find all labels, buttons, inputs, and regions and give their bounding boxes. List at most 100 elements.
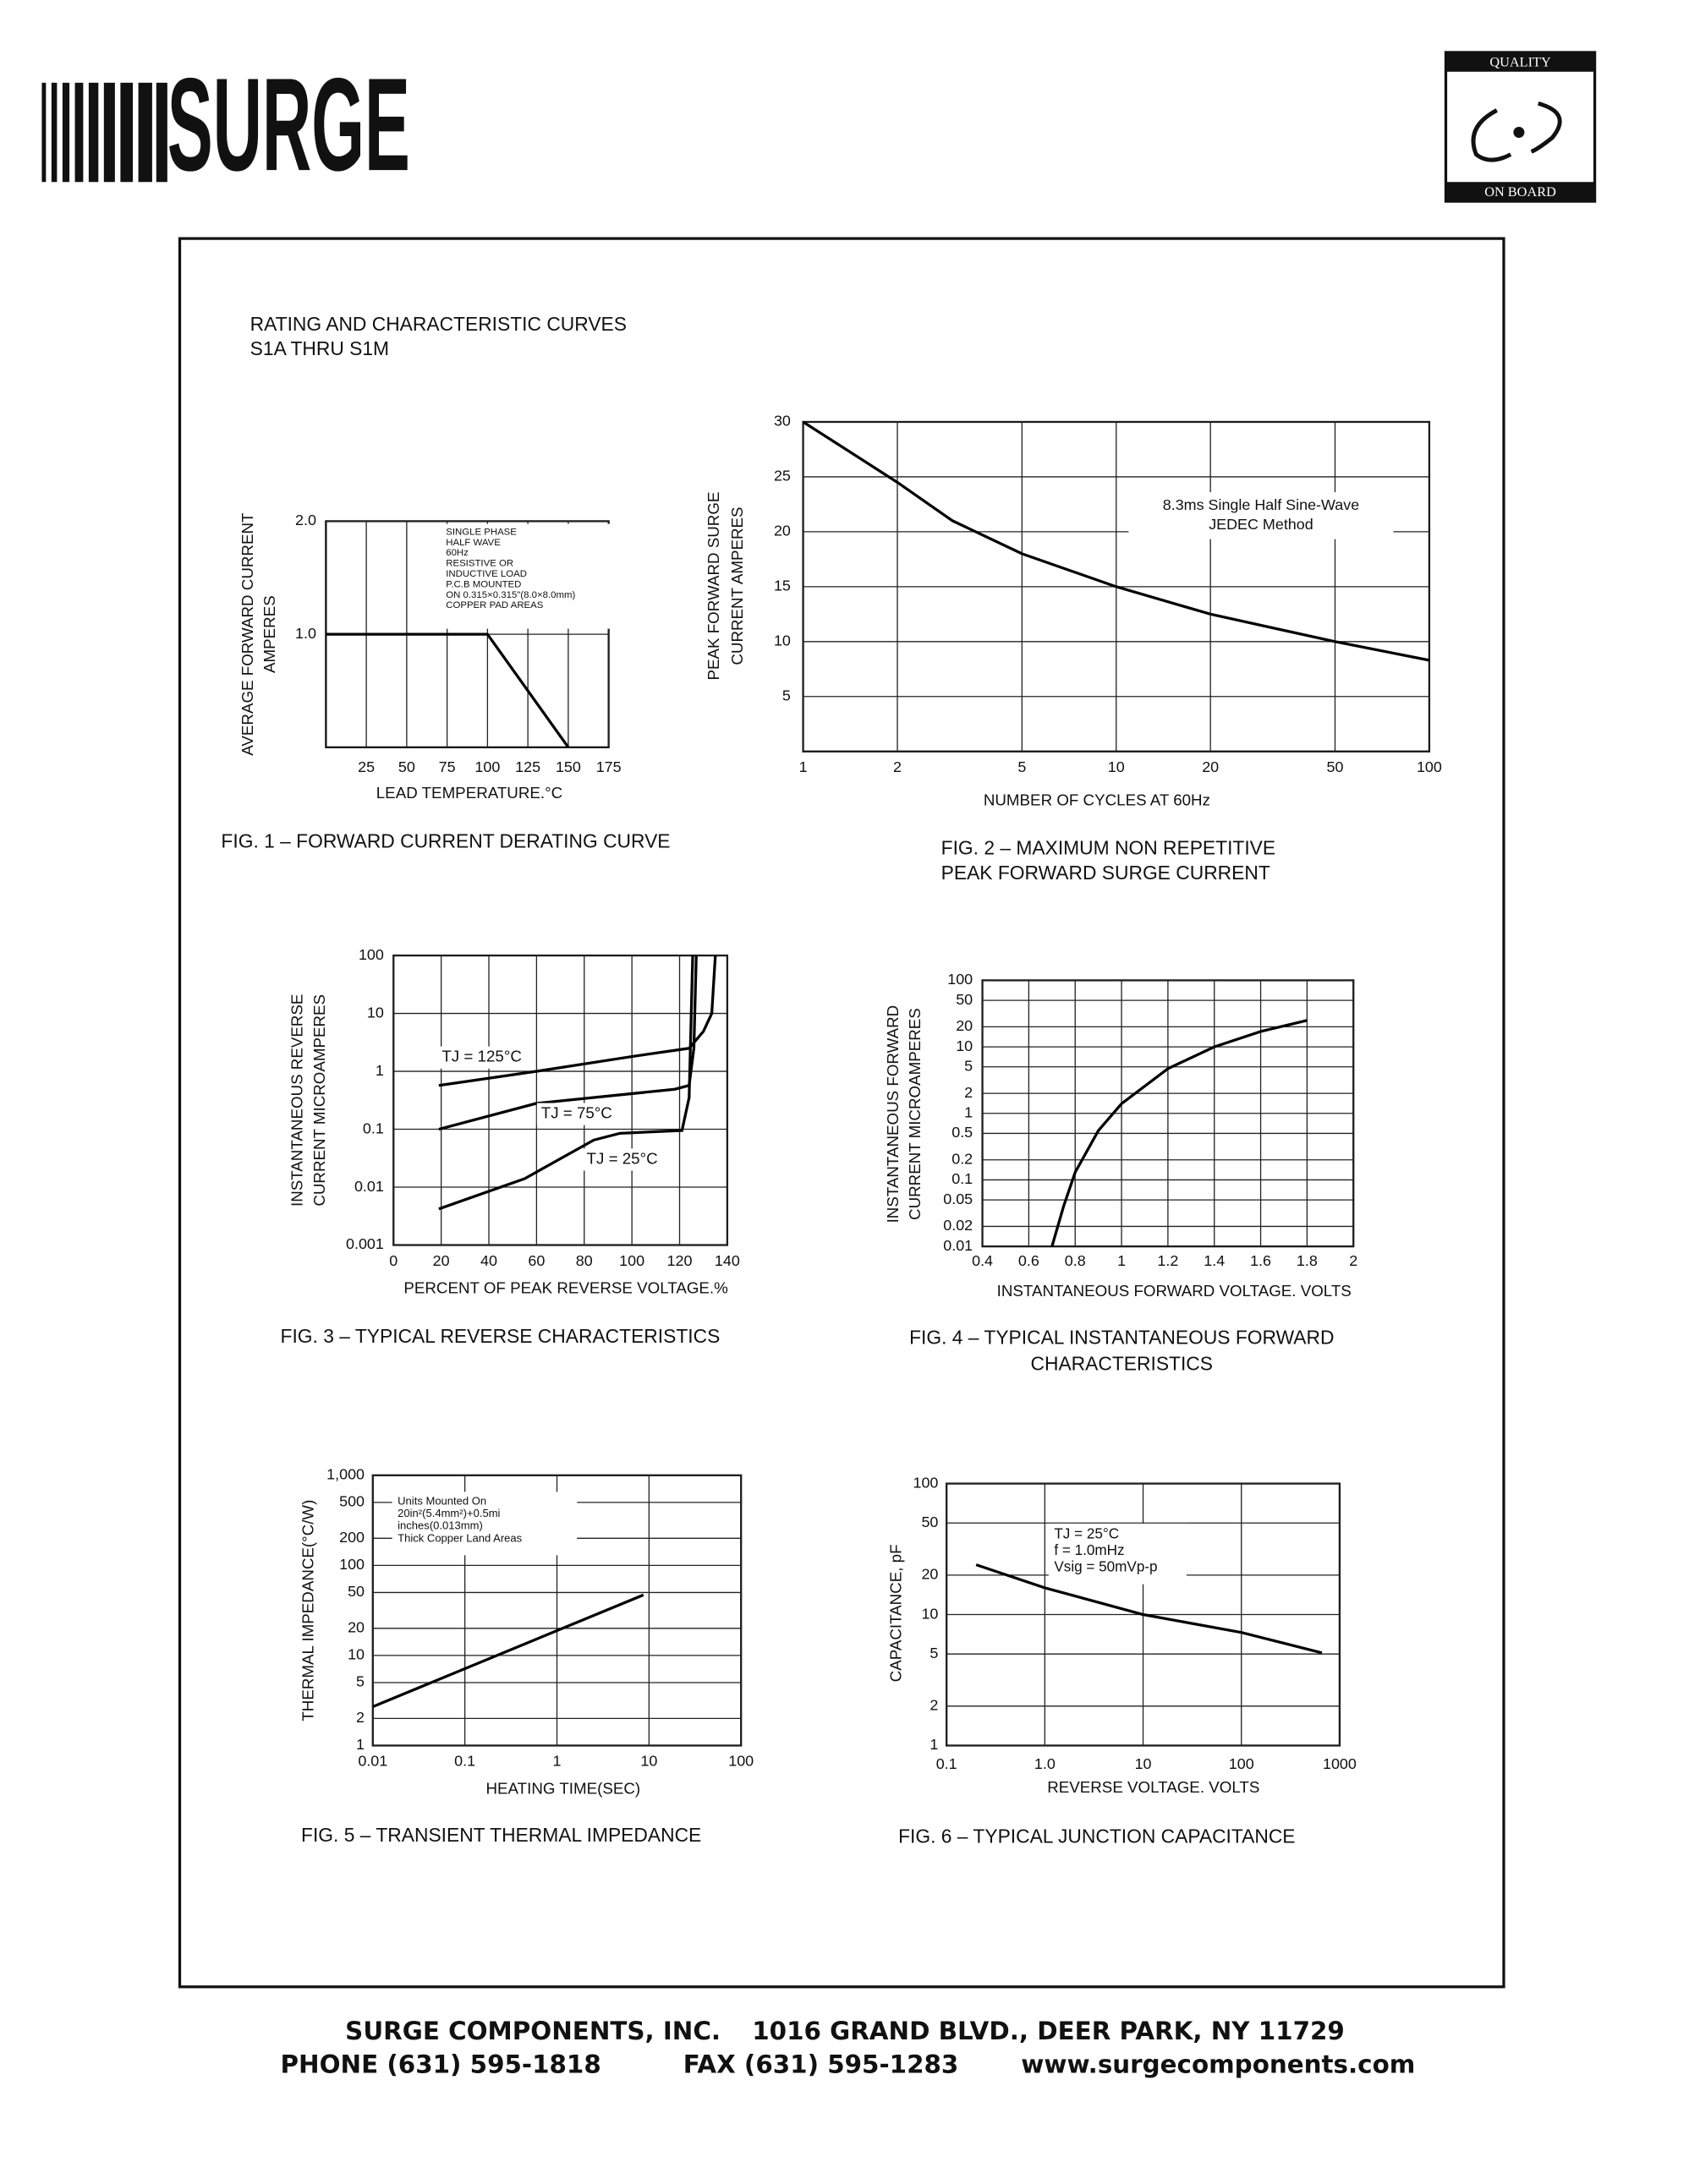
x-tick-label: 1.6 xyxy=(1250,1252,1271,1269)
annotation: 20in²(5.4mm²)+0.5mi xyxy=(398,1507,500,1519)
annotation: f = 1.0mHz xyxy=(1054,1542,1124,1558)
chart: 0.01 0.1 1 10 100 1 2 5 10 20 50 100 200 500 1,000 Unit… xyxy=(299,1466,754,1847)
y-tick-label: 30 xyxy=(774,413,791,430)
y-tick-label: 100 xyxy=(339,1556,365,1573)
x-axis-label: INSTANTANEOUS FORWARD VOLTAGE. VOLTS xyxy=(997,1282,1352,1300)
y-tick-label: 20 xyxy=(774,523,791,539)
chart: 0.1 1.0 10 100 1000 1 2 5 10 20 50 100 TJ = 25°Cf = … xyxy=(886,1474,1356,1847)
x-tick-label: 150 xyxy=(556,758,581,775)
x-tick-label: 0.8 xyxy=(1065,1252,1086,1269)
annotation: inches(0.013mm) xyxy=(398,1519,483,1532)
footer-fax: FAX (631) 595-1283 xyxy=(683,2050,959,2078)
y-tick-label: 50 xyxy=(348,1583,365,1600)
chart: 0.4 0.6 0.8 1 1.2 1.4 1.6 1.8 2 0.01 0.02 0.05 0.1 0.… xyxy=(884,971,1357,1374)
y-axis-label: AVERAGE FORWARD CURRENT xyxy=(239,512,256,756)
annotation: Vsig = 50mVp-p xyxy=(1054,1559,1157,1575)
x-tick-label: 2 xyxy=(1349,1252,1357,1269)
annotation: SINGLE PHASE xyxy=(446,527,517,537)
badge-bottom: ON BOARD xyxy=(1484,183,1556,200)
x-tick-label: 120 xyxy=(667,1252,693,1269)
annotation-box xyxy=(1048,1523,1187,1585)
y-tick-label: 20 xyxy=(956,1017,973,1034)
series-line xyxy=(438,955,698,1131)
y-tick-label: 10 xyxy=(956,1037,973,1054)
y-tick-label: 2 xyxy=(929,1697,938,1714)
x-tick-label: 5 xyxy=(1017,758,1026,775)
y-tick-label: 10 xyxy=(921,1605,938,1622)
y-tick-label: 1,000 xyxy=(326,1466,365,1483)
figure-caption: CHARACTERISTICS xyxy=(1031,1352,1213,1374)
series-label: TJ = 125°C xyxy=(441,1048,522,1065)
y-axis-label: CURRENT MICROAMPERES xyxy=(906,1008,924,1220)
y-axis-label: AMPERES xyxy=(260,595,278,673)
x-tick-label: 20 xyxy=(1202,758,1219,775)
x-tick-label: 75 xyxy=(439,758,456,775)
y-tick-label: 0.5 xyxy=(951,1124,973,1141)
y-tick-label: 50 xyxy=(956,991,973,1008)
y-tick-label: 50 xyxy=(921,1513,938,1530)
y-tick-label: 20 xyxy=(921,1566,938,1583)
heading: RATING AND CHARACTERISTIC CURVES xyxy=(250,313,627,335)
y-tick-label: 15 xyxy=(774,577,791,594)
series-line xyxy=(372,1593,644,1708)
series-label: TJ = 75°C xyxy=(541,1104,612,1122)
x-tick-label: 100 xyxy=(619,1252,644,1269)
x-axis-label: HEATING TIME(SEC) xyxy=(486,1780,641,1798)
annotation: INDUCTIVE LOAD xyxy=(446,569,527,579)
logo-text: SURGE xyxy=(167,51,410,199)
y-axis-label: CAPACITANCE, pF xyxy=(886,1544,904,1682)
y-tick-label: 25 xyxy=(774,468,791,484)
y-tick-label: 1 xyxy=(964,1104,973,1121)
y-tick-label: 100 xyxy=(359,946,384,963)
annotation-box xyxy=(392,1492,578,1556)
y-tick-label: 5 xyxy=(929,1645,938,1661)
x-tick-label: 10 xyxy=(640,1753,657,1770)
x-tick-label: 0.4 xyxy=(972,1252,993,1269)
y-tick-label: 0.05 xyxy=(943,1191,973,1207)
y-tick-label: 5 xyxy=(782,687,791,704)
x-tick-label: 50 xyxy=(398,758,415,775)
series-label-bg xyxy=(437,1046,532,1069)
y-tick-label: 0.2 xyxy=(951,1151,973,1168)
annotation: 8.3ms Single Half Sine-Wave xyxy=(1163,496,1359,513)
y-tick-label: 100 xyxy=(913,1474,938,1491)
y-tick-label: 10 xyxy=(348,1646,365,1663)
x-tick-label: 1 xyxy=(799,758,808,775)
chart: 25 50 75 100 125 150 175 1.0 2.0 SINGLE PHASEHALF… xyxy=(221,512,670,851)
x-tick-label: 1.2 xyxy=(1157,1252,1178,1269)
chart: 0 20 40 60 80 100 120 140 0.001 0.01 0.1 1 10 100 TJ =… xyxy=(281,946,740,1347)
series-label: TJ = 25°C xyxy=(587,1149,658,1167)
annotation: RESISTIVE OR xyxy=(446,559,513,569)
x-tick-label: 0.01 xyxy=(358,1753,387,1770)
y-tick-label: 2.0 xyxy=(295,512,316,528)
series-line xyxy=(1050,1019,1308,1247)
y-tick-label: 5 xyxy=(964,1058,973,1075)
logo: SURGE xyxy=(41,51,410,199)
annotation: Thick Copper Land Areas xyxy=(398,1531,523,1544)
figure-caption: FIG. 2 – MAXIMUM NON REPETITIVE xyxy=(941,837,1275,859)
x-tick-label: 100 xyxy=(1417,758,1442,775)
x-tick-label: 175 xyxy=(596,758,622,775)
y-tick-label: 20 xyxy=(348,1619,365,1636)
x-tick-label: 60 xyxy=(528,1252,545,1269)
series-line xyxy=(326,632,570,748)
annotation-box xyxy=(1128,492,1394,539)
x-tick-label: 80 xyxy=(576,1252,593,1269)
x-tick-label: 25 xyxy=(358,758,375,775)
y-axis-label: INSTANTANEOUS FORWARD xyxy=(884,1005,902,1223)
figure-caption: FIG. 5 – TRANSIENT THERMAL IMPEDANCE xyxy=(301,1824,701,1846)
y-tick-label: 2 xyxy=(356,1709,365,1726)
x-axis-label: REVERSE VOLTAGE. VOLTS xyxy=(1047,1778,1259,1796)
y-tick-label: 1.0 xyxy=(295,625,316,642)
x-tick-label: 0.1 xyxy=(454,1753,475,1770)
annotation: 60Hz xyxy=(446,548,469,558)
series-line xyxy=(975,1563,1323,1655)
annotation: TJ = 25°C xyxy=(1054,1525,1119,1541)
annotation-box xyxy=(439,523,611,629)
y-tick-label: 1 xyxy=(356,1736,365,1753)
x-tick-label: 40 xyxy=(480,1252,497,1269)
x-tick-label: 100 xyxy=(728,1753,754,1770)
